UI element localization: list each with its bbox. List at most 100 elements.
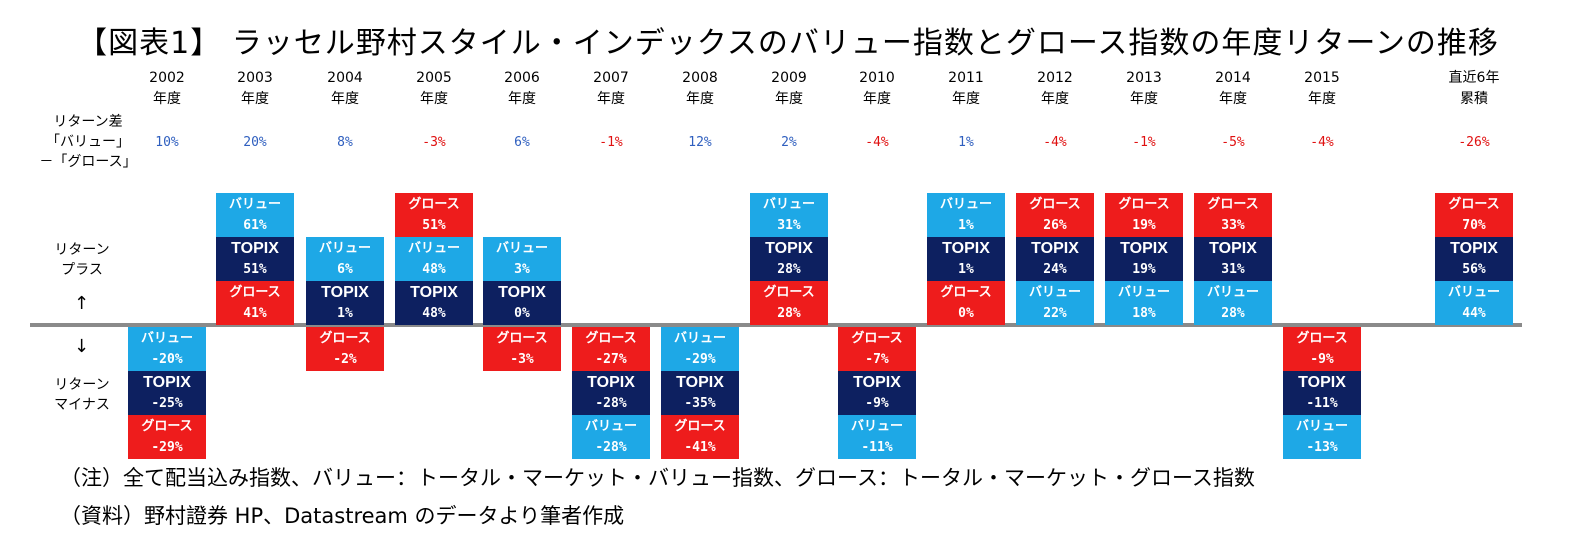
year-label-line: 年度 [331,91,359,107]
year-label-line: 2005 [416,70,452,86]
year-label-line: 2009 [771,70,807,86]
year-label: 2005 年度 [389,68,479,110]
growth-label: グロース [1448,197,1500,212]
growth-return-cell: グロース -41% [661,415,739,459]
year-label: 2009 年度 [744,68,834,110]
growth-value: 19% [1132,218,1156,233]
growth-value: 51% [422,218,446,233]
year-label: 2004 年度 [300,68,390,110]
growth-return-cell: グロース 0% [927,281,1005,325]
diff-row-label: リターン差 「バリュー」 －「グロース」 [38,112,138,172]
year-label-line: 年度 [508,91,536,107]
year-label-line: 2013 [1126,70,1162,86]
value-value: -13% [1306,440,1338,455]
value-value: 44% [1462,306,1486,321]
value-value: 61% [243,218,267,233]
growth-return-cell: グロース -2% [306,327,384,371]
year-label: 直近6年 累積 [1429,68,1519,110]
up-arrow-icon: ↑ [74,293,90,314]
return-diff-label: -1% [599,135,623,150]
source-text: （資料）野村證券 HP、Datastream のデータより筆者作成 [60,504,625,528]
growth-return-cell: グロース 70% [1435,193,1513,237]
year-label: 2010 年度 [832,68,922,110]
return-diff-label: 2% [781,135,797,150]
growth-return-cell: グロース -9% [1283,327,1361,371]
value-label: バリュー [939,197,992,212]
topix-return-cell: TOPIX -28% [572,371,650,415]
year-label: 2012 年度 [1010,68,1100,110]
growth-label: グロース [1029,197,1081,212]
growth-value: -41% [684,440,716,455]
value-label: バリュー [140,331,193,346]
value-return-cell: バリュー 48% [395,237,473,281]
year-label-line: 年度 [686,91,714,107]
year-label-line: 年度 [597,91,625,107]
topix-label: TOPIX [1298,374,1346,391]
topix-label: TOPIX [143,374,191,391]
topix-return-cell: TOPIX 1% [927,237,1005,281]
growth-value: -7% [865,352,889,367]
topix-label: TOPIX [587,374,635,391]
return-diff-label: -5% [1221,135,1245,150]
value-label: バリュー [850,419,903,434]
topix-label: TOPIX [1209,240,1257,257]
growth-return-cell: グロース 19% [1105,193,1183,237]
growth-label: グロース [229,285,281,300]
value-label: バリュー [673,331,726,346]
topix-value: 31% [1221,262,1245,277]
year-label-line: 年度 [1308,91,1336,107]
value-return-cell: バリュー 44% [1435,281,1513,325]
growth-value: 26% [1043,218,1067,233]
year-label: 2003 年度 [210,68,300,110]
growth-value: 33% [1221,218,1245,233]
year-label: 2006 年度 [477,68,567,110]
plus-row-label-line: リターン [54,242,110,258]
topix-value: -28% [595,396,627,411]
year-label-line: 年度 [153,91,181,107]
value-return-cell: バリュー -13% [1283,415,1361,459]
value-label: バリュー [318,241,371,256]
value-return-cell: バリュー 61% [216,193,294,237]
year-label-line: 年度 [1219,91,1247,107]
year-label-line: 2004 [327,70,363,86]
value-value: 31% [777,218,801,233]
value-label: バリュー [407,241,460,256]
topix-return-cell: TOPIX -11% [1283,371,1361,415]
topix-value: 48% [422,306,446,321]
year-label-line: 2003 [237,70,273,86]
value-return-cell: バリュー -29% [661,327,739,371]
return-diff-label: 1% [958,135,974,150]
topix-value: 24% [1043,262,1067,277]
return-diff-label: -4% [865,135,889,150]
return-diff-label: 8% [337,135,353,150]
topix-return-cell: TOPIX 56% [1435,237,1513,281]
topix-return-cell: TOPIX 48% [395,281,473,325]
diff-row-label-line: －「グロース」 [39,154,137,170]
topix-value: 1% [337,306,353,321]
growth-label: グロース [1296,331,1348,346]
topix-value: -35% [684,396,716,411]
value-return-cell: バリュー 3% [483,237,561,281]
plus-row-label-line: プラス [61,262,103,278]
topix-label: TOPIX [1031,240,1079,257]
value-label: バリュー [1447,285,1500,300]
value-value: 22% [1043,306,1067,321]
topix-return-cell: TOPIX 19% [1105,237,1183,281]
growth-return-cell: グロース 33% [1194,193,1272,237]
growth-label: グロース [585,331,637,346]
return-diff-label: 6% [514,135,530,150]
topix-label: TOPIX [1450,240,1498,257]
note-text: （注）全て配当込み指数、バリュー：トータル・マーケット・バリュー指数、グロース：… [60,466,1255,490]
chart-title: 【図表1】 ラッセル野村スタイル・インデックスのバリュー指数とグロース指数の年度… [77,26,1499,61]
return-diff-label: 12% [688,135,712,150]
year-label-line: 年度 [863,91,891,107]
value-label: バリュー [1206,285,1259,300]
year-label-line: 2002 [149,70,185,86]
topix-label: TOPIX [853,374,901,391]
value-value: 3% [514,262,530,277]
value-value: 1% [958,218,974,233]
value-label: バリュー [228,197,281,212]
topix-label: TOPIX [676,374,724,391]
year-label: 2014 年度 [1188,68,1278,110]
value-value: 48% [422,262,446,277]
